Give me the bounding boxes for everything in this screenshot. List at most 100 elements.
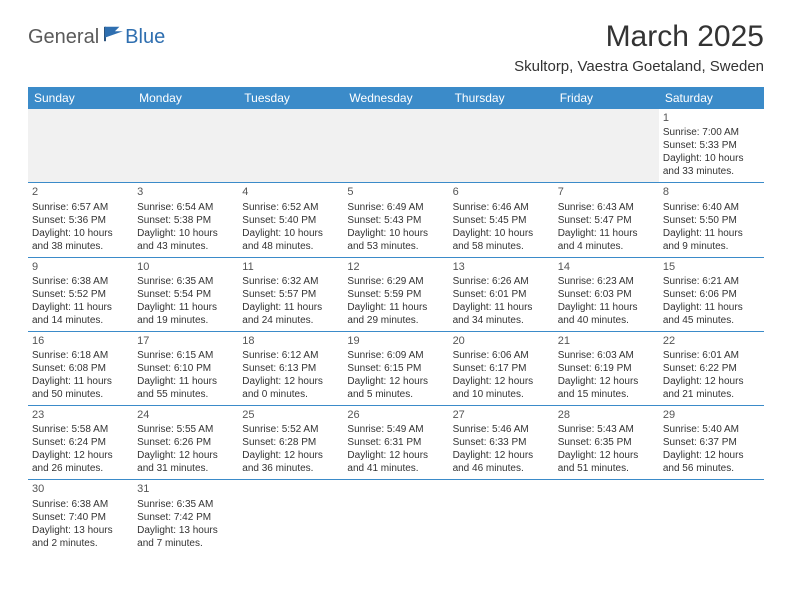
day-number: 5 xyxy=(347,185,444,199)
calendar-cell: 16Sunrise: 6:18 AMSunset: 6:08 PMDayligh… xyxy=(28,331,133,405)
cell-sunset: Sunset: 6:33 PM xyxy=(453,436,550,449)
cell-sunset: Sunset: 7:42 PM xyxy=(137,511,234,524)
cell-sunrise: Sunrise: 6:38 AM xyxy=(32,498,129,511)
weekday-header: Monday xyxy=(133,87,238,109)
cell-sunrise: Sunrise: 6:15 AM xyxy=(137,349,234,362)
cell-sunset: Sunset: 7:40 PM xyxy=(32,511,129,524)
calendar-cell xyxy=(659,480,764,554)
cell-daylight1: Daylight: 11 hours xyxy=(453,301,550,314)
cell-daylight1: Daylight: 12 hours xyxy=(137,449,234,462)
calendar-cell: 27Sunrise: 5:46 AMSunset: 6:33 PMDayligh… xyxy=(449,406,554,480)
day-number: 27 xyxy=(453,408,550,422)
cell-daylight1: Daylight: 11 hours xyxy=(663,227,760,240)
cell-sunrise: Sunrise: 6:49 AM xyxy=(347,201,444,214)
cell-daylight2: and 19 minutes. xyxy=(137,314,234,327)
cell-sunrise: Sunrise: 5:46 AM xyxy=(453,423,550,436)
cell-daylight2: and 5 minutes. xyxy=(347,388,444,401)
cell-sunrise: Sunrise: 6:40 AM xyxy=(663,201,760,214)
cell-daylight1: Daylight: 12 hours xyxy=(663,449,760,462)
cell-sunrise: Sunrise: 6:09 AM xyxy=(347,349,444,362)
cell-sunrise: Sunrise: 6:01 AM xyxy=(663,349,760,362)
calendar-cell: 12Sunrise: 6:29 AMSunset: 5:59 PMDayligh… xyxy=(343,257,448,331)
cell-daylight1: Daylight: 12 hours xyxy=(32,449,129,462)
cell-daylight1: Daylight: 11 hours xyxy=(137,375,234,388)
weekday-header: Thursday xyxy=(449,87,554,109)
cell-daylight1: Daylight: 11 hours xyxy=(347,301,444,314)
day-number: 22 xyxy=(663,334,760,348)
cell-sunset: Sunset: 5:47 PM xyxy=(558,214,655,227)
cell-sunrise: Sunrise: 5:40 AM xyxy=(663,423,760,436)
cell-daylight2: and 56 minutes. xyxy=(663,462,760,475)
weekday-header: Wednesday xyxy=(343,87,448,109)
day-number: 8 xyxy=(663,185,760,199)
day-number: 6 xyxy=(453,185,550,199)
cell-sunset: Sunset: 5:33 PM xyxy=(663,139,760,152)
cell-daylight1: Daylight: 12 hours xyxy=(558,449,655,462)
calendar-cell: 17Sunrise: 6:15 AMSunset: 6:10 PMDayligh… xyxy=(133,331,238,405)
calendar-cell xyxy=(238,480,343,554)
cell-daylight1: Daylight: 12 hours xyxy=(347,375,444,388)
cell-sunrise: Sunrise: 5:43 AM xyxy=(558,423,655,436)
day-number: 18 xyxy=(242,334,339,348)
calendar-row: 30Sunrise: 6:38 AMSunset: 7:40 PMDayligh… xyxy=(28,480,764,554)
weekday-header: Sunday xyxy=(28,87,133,109)
cell-sunset: Sunset: 6:03 PM xyxy=(558,288,655,301)
cell-daylight2: and 10 minutes. xyxy=(453,388,550,401)
day-number: 15 xyxy=(663,260,760,274)
calendar-row: 9Sunrise: 6:38 AMSunset: 5:52 PMDaylight… xyxy=(28,257,764,331)
calendar-row: 23Sunrise: 5:58 AMSunset: 6:24 PMDayligh… xyxy=(28,406,764,480)
cell-daylight2: and 53 minutes. xyxy=(347,240,444,253)
cell-sunrise: Sunrise: 5:58 AM xyxy=(32,423,129,436)
cell-sunset: Sunset: 5:43 PM xyxy=(347,214,444,227)
day-number: 21 xyxy=(558,334,655,348)
day-number: 17 xyxy=(137,334,234,348)
cell-daylight2: and 55 minutes. xyxy=(137,388,234,401)
calendar-cell: 9Sunrise: 6:38 AMSunset: 5:52 PMDaylight… xyxy=(28,257,133,331)
cell-daylight2: and 48 minutes. xyxy=(242,240,339,253)
cell-sunrise: Sunrise: 6:54 AM xyxy=(137,201,234,214)
cell-sunset: Sunset: 6:31 PM xyxy=(347,436,444,449)
calendar-cell xyxy=(554,109,659,183)
calendar-cell: 7Sunrise: 6:43 AMSunset: 5:47 PMDaylight… xyxy=(554,183,659,257)
cell-sunset: Sunset: 6:37 PM xyxy=(663,436,760,449)
cell-sunset: Sunset: 5:40 PM xyxy=(242,214,339,227)
cell-daylight2: and 9 minutes. xyxy=(663,240,760,253)
cell-daylight2: and 43 minutes. xyxy=(137,240,234,253)
calendar-cell xyxy=(554,480,659,554)
month-title: March 2025 xyxy=(514,20,764,54)
calendar-cell: 15Sunrise: 6:21 AMSunset: 6:06 PMDayligh… xyxy=(659,257,764,331)
day-number: 13 xyxy=(453,260,550,274)
cell-daylight1: Daylight: 10 hours xyxy=(663,152,760,165)
day-number: 31 xyxy=(137,482,234,496)
weekday-header: Saturday xyxy=(659,87,764,109)
cell-sunset: Sunset: 6:10 PM xyxy=(137,362,234,375)
cell-sunset: Sunset: 6:06 PM xyxy=(663,288,760,301)
cell-daylight1: Daylight: 13 hours xyxy=(32,524,129,537)
cell-sunrise: Sunrise: 6:35 AM xyxy=(137,275,234,288)
cell-daylight2: and 51 minutes. xyxy=(558,462,655,475)
day-number: 3 xyxy=(137,185,234,199)
header: General Blue March 2025 Skultorp, Vaestr… xyxy=(28,20,764,83)
calendar-cell: 23Sunrise: 5:58 AMSunset: 6:24 PMDayligh… xyxy=(28,406,133,480)
cell-daylight2: and 29 minutes. xyxy=(347,314,444,327)
day-number: 29 xyxy=(663,408,760,422)
calendar-row: 1Sunrise: 7:00 AMSunset: 5:33 PMDaylight… xyxy=(28,109,764,183)
cell-daylight2: and 7 minutes. xyxy=(137,537,234,550)
location-text: Skultorp, Vaestra Goetaland, Sweden xyxy=(514,58,764,75)
cell-sunset: Sunset: 5:36 PM xyxy=(32,214,129,227)
cell-daylight2: and 31 minutes. xyxy=(137,462,234,475)
cell-sunset: Sunset: 6:17 PM xyxy=(453,362,550,375)
cell-sunrise: Sunrise: 6:26 AM xyxy=(453,275,550,288)
calendar-cell xyxy=(28,109,133,183)
cell-sunrise: Sunrise: 6:21 AM xyxy=(663,275,760,288)
cell-sunrise: Sunrise: 7:00 AM xyxy=(663,126,760,139)
cell-daylight1: Daylight: 12 hours xyxy=(663,375,760,388)
day-number: 19 xyxy=(347,334,444,348)
day-number: 7 xyxy=(558,185,655,199)
calendar-cell xyxy=(449,109,554,183)
calendar-cell: 30Sunrise: 6:38 AMSunset: 7:40 PMDayligh… xyxy=(28,480,133,554)
cell-sunrise: Sunrise: 5:49 AM xyxy=(347,423,444,436)
cell-daylight1: Daylight: 10 hours xyxy=(347,227,444,240)
calendar-cell: 18Sunrise: 6:12 AMSunset: 6:13 PMDayligh… xyxy=(238,331,343,405)
cell-daylight1: Daylight: 12 hours xyxy=(242,375,339,388)
